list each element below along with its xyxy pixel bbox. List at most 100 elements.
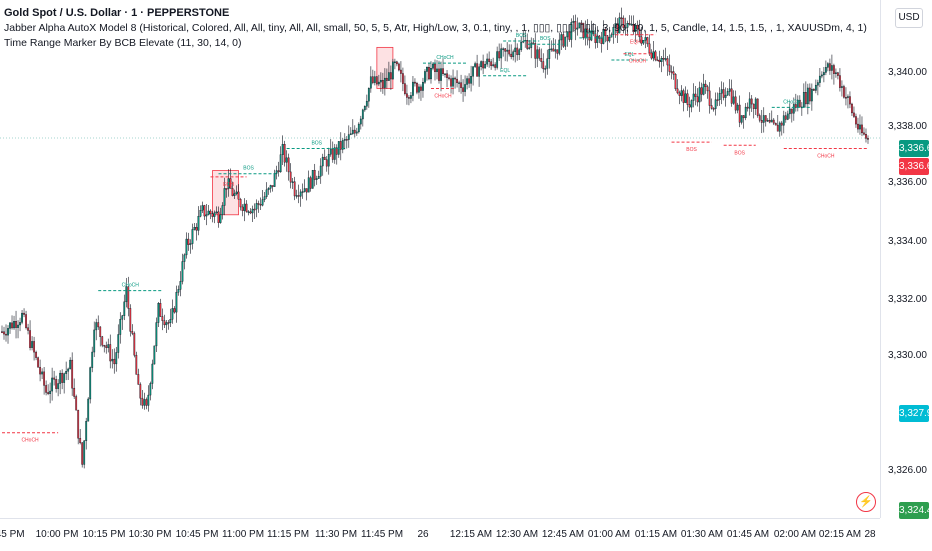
chart-area[interactable]: CHoCH CHoCH EQH BOS BOS CHoCH CHoCH EQL BOS BOS EQ… — [0, 0, 880, 518]
indicator-jabber-alpha[interactable]: Jabber Alpha AutoX Model 8 (Historical, … — [4, 22, 867, 34]
candle-body — [596, 35, 599, 43]
lightning-icon[interactable]: ⚡ — [856, 492, 876, 512]
candlestick-chart[interactable]: CHoCHCHoCHEQHBOSBOSCHoCHCHoCHEQLBOSBOSEQ… — [0, 0, 880, 518]
candle-body — [385, 77, 388, 81]
candle-body — [159, 303, 162, 317]
candle-body — [307, 177, 310, 193]
candle-body — [341, 140, 344, 150]
currency-button[interactable]: USD — [895, 8, 923, 28]
candle-body — [718, 93, 721, 100]
candle-body — [696, 96, 699, 103]
candle-body — [141, 397, 144, 406]
candle-body — [377, 81, 380, 85]
candle-body — [672, 71, 675, 75]
candle-body — [622, 17, 625, 28]
candle-body — [837, 72, 839, 76]
candle-body — [13, 321, 15, 329]
candle-body — [205, 214, 208, 217]
candle-body — [827, 63, 829, 68]
candle-body — [762, 115, 765, 123]
candle-body — [744, 106, 747, 119]
candle-body — [450, 78, 452, 87]
candle-body — [151, 363, 154, 384]
structure-label: CHoCH — [629, 59, 647, 65]
structure-label: CHoCH — [122, 283, 140, 289]
price-scale[interactable] — [880, 0, 932, 518]
candle-body — [311, 169, 314, 189]
structure-label: BOS — [516, 33, 527, 39]
candle-body — [606, 35, 609, 42]
candle-body — [113, 358, 116, 365]
candle-body — [590, 31, 593, 41]
candle-body — [349, 133, 352, 135]
candle-body — [303, 188, 306, 192]
candle-body — [810, 88, 813, 102]
candle-body — [410, 95, 412, 99]
candle-body — [191, 229, 194, 244]
candle-body — [738, 104, 741, 123]
candle-body — [335, 147, 338, 155]
candle-body — [223, 188, 226, 206]
candle-body — [51, 377, 54, 392]
candle-body — [133, 333, 136, 356]
candle-body — [295, 195, 298, 197]
candle-body — [251, 208, 254, 214]
candle-body — [496, 51, 499, 68]
candle-body — [500, 48, 503, 59]
time-tick: 10:15 PM — [82, 529, 126, 540]
candle-body — [452, 77, 454, 87]
candle-body — [576, 27, 579, 30]
candle-body — [644, 37, 647, 41]
candle-body — [153, 345, 156, 365]
candle-body — [375, 76, 378, 85]
candle-body — [23, 312, 25, 315]
candle-body — [458, 82, 460, 84]
candle-body — [534, 43, 537, 59]
candle-body — [249, 211, 252, 214]
candle-body — [833, 65, 835, 74]
candle-body — [566, 31, 569, 38]
symbol-title[interactable]: Gold Spot / U.S. Dollar · 1 · PEPPERSTON… — [4, 7, 230, 19]
candle-body — [592, 31, 595, 34]
indicator-time-range-marker[interactable]: Time Range Marker By BCB Elevate (11, 30… — [4, 37, 242, 49]
candle-body — [778, 122, 781, 132]
candle-body — [329, 148, 332, 155]
structure-label: BOS — [311, 140, 322, 146]
candle-body — [626, 23, 629, 28]
candle-body — [103, 344, 106, 347]
candle-body — [786, 113, 789, 120]
candle-body — [618, 17, 621, 34]
candle-body — [604, 28, 607, 36]
candle-body — [17, 324, 19, 328]
structure-label: EQH — [630, 40, 641, 46]
candle-body — [770, 119, 773, 123]
price-tick: 3,330.00 — [888, 350, 927, 361]
candle-body — [480, 61, 483, 68]
candle-body — [536, 49, 539, 59]
candle-body — [167, 322, 170, 324]
candle-body — [440, 68, 442, 81]
candle-body — [357, 123, 360, 133]
time-range-box — [212, 170, 239, 216]
candle-body — [243, 203, 246, 211]
candle-body — [299, 191, 302, 197]
structure-label: CHoCH — [817, 153, 835, 159]
candle-body — [710, 105, 713, 109]
candle-body — [506, 49, 509, 52]
candle-body — [598, 35, 601, 39]
candle-body — [37, 357, 39, 368]
candle-body — [552, 48, 555, 52]
candle-body — [359, 118, 362, 125]
candle-body — [333, 147, 336, 160]
candle-body — [383, 77, 386, 88]
time-scale[interactable] — [0, 518, 880, 551]
candle-body — [97, 322, 100, 328]
candle-body — [267, 188, 270, 191]
candle-body — [690, 100, 693, 108]
candle-body — [792, 104, 795, 114]
candle-body — [81, 442, 84, 465]
structure-label: CHoCH — [21, 438, 39, 444]
candle-body — [231, 188, 234, 196]
structure-label: CHoCH — [434, 93, 452, 99]
candle-body — [347, 134, 350, 140]
